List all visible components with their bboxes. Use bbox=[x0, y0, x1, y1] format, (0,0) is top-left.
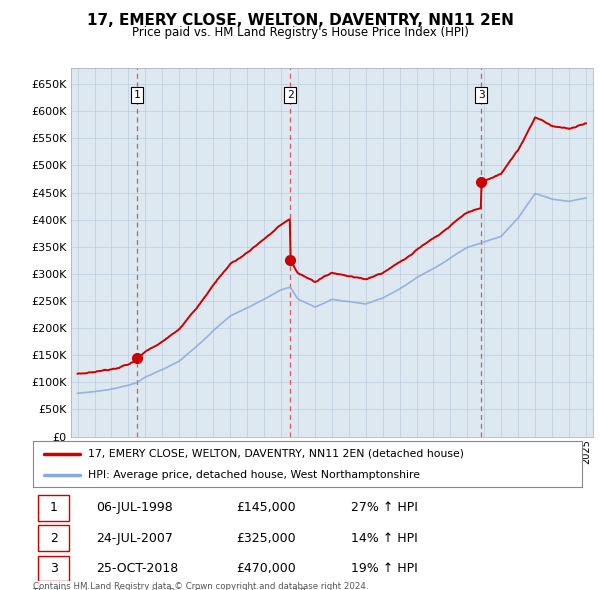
Text: 17, EMERY CLOSE, WELTON, DAVENTRY, NN11 2EN: 17, EMERY CLOSE, WELTON, DAVENTRY, NN11 … bbox=[86, 13, 514, 28]
Text: 14% ↑ HPI: 14% ↑ HPI bbox=[352, 532, 418, 545]
Text: 06-JUL-1998: 06-JUL-1998 bbox=[96, 502, 173, 514]
FancyBboxPatch shape bbox=[38, 495, 68, 521]
FancyBboxPatch shape bbox=[38, 556, 68, 581]
Text: £325,000: £325,000 bbox=[236, 532, 296, 545]
Text: 25-OCT-2018: 25-OCT-2018 bbox=[96, 562, 178, 575]
Text: 19% ↑ HPI: 19% ↑ HPI bbox=[352, 562, 418, 575]
Text: HPI: Average price, detached house, West Northamptonshire: HPI: Average price, detached house, West… bbox=[88, 470, 420, 480]
Text: 1: 1 bbox=[50, 502, 58, 514]
Text: Contains HM Land Registry data © Crown copyright and database right 2024.: Contains HM Land Registry data © Crown c… bbox=[33, 582, 368, 590]
Text: 3: 3 bbox=[50, 562, 58, 575]
Text: 27% ↑ HPI: 27% ↑ HPI bbox=[352, 502, 418, 514]
Text: 17, EMERY CLOSE, WELTON, DAVENTRY, NN11 2EN (detached house): 17, EMERY CLOSE, WELTON, DAVENTRY, NN11 … bbox=[88, 448, 464, 458]
Text: £145,000: £145,000 bbox=[236, 502, 296, 514]
Text: 24-JUL-2007: 24-JUL-2007 bbox=[96, 532, 173, 545]
Text: £470,000: £470,000 bbox=[236, 562, 296, 575]
FancyBboxPatch shape bbox=[38, 525, 68, 551]
Text: Price paid vs. HM Land Registry's House Price Index (HPI): Price paid vs. HM Land Registry's House … bbox=[131, 26, 469, 39]
Text: 2: 2 bbox=[287, 90, 293, 100]
Text: 2: 2 bbox=[50, 532, 58, 545]
Text: 3: 3 bbox=[478, 90, 485, 100]
Text: 1: 1 bbox=[134, 90, 140, 100]
Text: This data is licensed under the Open Government Licence v3.0.: This data is licensed under the Open Gov… bbox=[33, 588, 308, 590]
